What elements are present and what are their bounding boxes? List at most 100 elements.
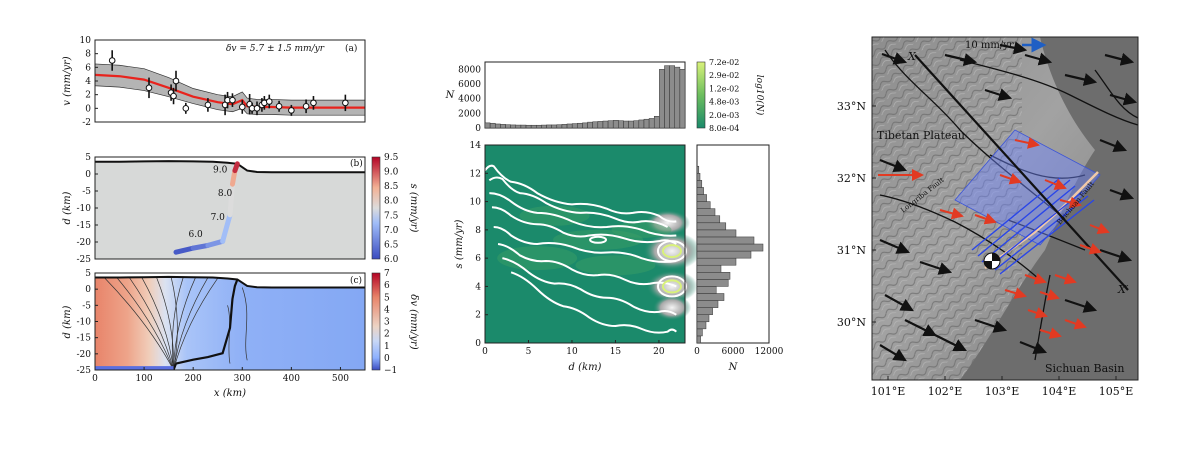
- top-hist-bar: [628, 120, 634, 129]
- field-contour: [171, 276, 184, 371]
- ytick-label: 5: [85, 153, 91, 163]
- posterior-colorbar-ticks: 7.2e-02 2.9e-02 1.2e-02 4.8e-03 2.0e-03 8.0e-…: [709, 58, 739, 133]
- right-hist-bar: [696, 236, 755, 245]
- ytick-label: 2: [85, 91, 91, 101]
- ytick-label: 5: [85, 269, 91, 279]
- density-hotspot: [652, 294, 692, 321]
- lat-tick-label: 33°N: [837, 100, 866, 113]
- top-hist-bar: [489, 122, 496, 129]
- right-hist-bar: [696, 257, 737, 266]
- top-hist-bar: [577, 122, 583, 129]
- ytick-label: 0: [475, 124, 481, 134]
- fault-segment: [232, 161, 240, 174]
- top-hist-bar: [520, 124, 527, 129]
- field-contour: [173, 277, 209, 371]
- panel-b-ylabel: d (km): [62, 191, 73, 224]
- tibetan-plateau-label: Tibetan Plateau: [877, 129, 965, 142]
- gps-arrow: [1027, 307, 1048, 319]
- xtick-label: 15: [610, 347, 622, 357]
- top-hist-bar: [484, 122, 491, 129]
- field-contour: [141, 277, 174, 371]
- peak-contour: [661, 279, 682, 294]
- gps-arrows-red: [878, 137, 1110, 339]
- top-hist-bar: [623, 120, 629, 129]
- colorbar-tick-label: 7.5: [384, 211, 399, 221]
- ytick-label: -10: [77, 318, 92, 328]
- fault-segment: [220, 212, 233, 244]
- field-contour: [129, 277, 174, 371]
- top-hist-bar: [582, 122, 588, 129]
- colorbar-tick-label: 6.0: [384, 255, 399, 265]
- panel-b-colorbar: [371, 156, 381, 260]
- map-latitude-ticks: 33°N 32°N 31°N 30°N: [837, 100, 876, 329]
- density-contour: [497, 243, 677, 288]
- panel-b-fault-slip: 6.0 7.0 8.0 9.0 -25 -20 -15 -10 -5 0 5 (b) d (km)…: [62, 153, 419, 265]
- ytick-label: 10: [80, 36, 92, 46]
- gps-arrow: [1024, 273, 1047, 285]
- gps-arrow: [879, 158, 908, 173]
- right-hist-bar: [696, 229, 737, 238]
- ytick-label: 8: [475, 226, 481, 236]
- peak-contour: [656, 240, 687, 263]
- ytick-label: 8: [85, 50, 91, 60]
- top-histogram-yticks: 0 2000 4000 6000 8000: [458, 65, 481, 134]
- xtick-label: 6000: [722, 347, 745, 357]
- fault-slip-label: 8.0: [218, 189, 233, 199]
- posterior-xlabel: d (km): [569, 362, 602, 373]
- posterior-colorbar-label: log10(N): [754, 75, 765, 116]
- sichuan-basin-label: Sichuan Basin: [1045, 362, 1124, 375]
- gps-arrow: [999, 41, 1028, 55]
- top-hist-bar: [571, 123, 578, 129]
- gps-arrow: [974, 213, 997, 225]
- ytick-label: 2: [475, 311, 481, 321]
- density-contour: [491, 206, 677, 245]
- colorbar-tick-label: 0: [384, 354, 390, 364]
- gps-arrow: [1064, 73, 1098, 86]
- top-hist-bar: [536, 124, 542, 129]
- lat-tick-label: 31°N: [837, 244, 866, 257]
- map-border: [871, 36, 1139, 381]
- observation-point: [302, 102, 310, 110]
- top-hist-frame: [484, 61, 686, 129]
- colorbar-tick-label: 2.9e-02: [709, 71, 739, 80]
- right-hist-bar: [696, 279, 729, 287]
- top-hist-bar: [566, 123, 573, 129]
- ytick-label: 4: [85, 77, 91, 87]
- ytick-label: -10: [77, 204, 92, 214]
- top-hist-bar: [556, 124, 563, 129]
- top-hist-bar: [500, 124, 506, 129]
- lon-tick-label: 105°E: [1099, 385, 1134, 398]
- ytick-label: 14: [470, 141, 482, 151]
- xtick-label: 5: [526, 347, 532, 357]
- density-contour: [502, 257, 677, 316]
- top-hist-bar: [653, 116, 660, 129]
- observation-point: [145, 84, 153, 92]
- observation-point: [342, 99, 349, 107]
- ytick-label: 0: [85, 170, 91, 180]
- colorbar-tick-label: 1: [384, 342, 390, 352]
- ytick-label: -15: [77, 221, 92, 231]
- density-contour: [489, 192, 677, 237]
- density-contour: [510, 271, 678, 334]
- gps-arrow: [879, 344, 907, 362]
- panel-b-fault-trace: [173, 161, 240, 255]
- colorbar-tick-label: 2.0e-03: [709, 111, 739, 120]
- colorbar-tick-label: 1.2e-02: [709, 84, 739, 93]
- lon-tick-label: 101°E: [871, 385, 906, 398]
- gps-arrows-black: [879, 41, 1138, 362]
- right-hist-bar: [696, 187, 704, 195]
- xtick-label: 12000: [755, 347, 784, 357]
- gps-arrow: [1089, 222, 1110, 234]
- colorbar-tick-label: 6.5: [384, 240, 399, 250]
- posterior-ylabel: s (mm/yr): [454, 219, 465, 268]
- panel-c-topography: [95, 275, 365, 289]
- gps-arrow: [1024, 52, 1053, 66]
- colorbar-tick-label: 7: [384, 269, 390, 279]
- colorbar-tick-label: 8.0: [384, 197, 399, 207]
- profile-end-label: X′: [1117, 283, 1129, 296]
- top-hist-bar: [607, 120, 614, 129]
- fault-slip-label: 6.0: [188, 230, 203, 240]
- colorbar-tick-label: 7.2e-02: [709, 58, 739, 67]
- observation-point: [108, 57, 116, 64]
- panel-b-fault-labels: 6.0 7.0 8.0 9.0: [188, 165, 232, 240]
